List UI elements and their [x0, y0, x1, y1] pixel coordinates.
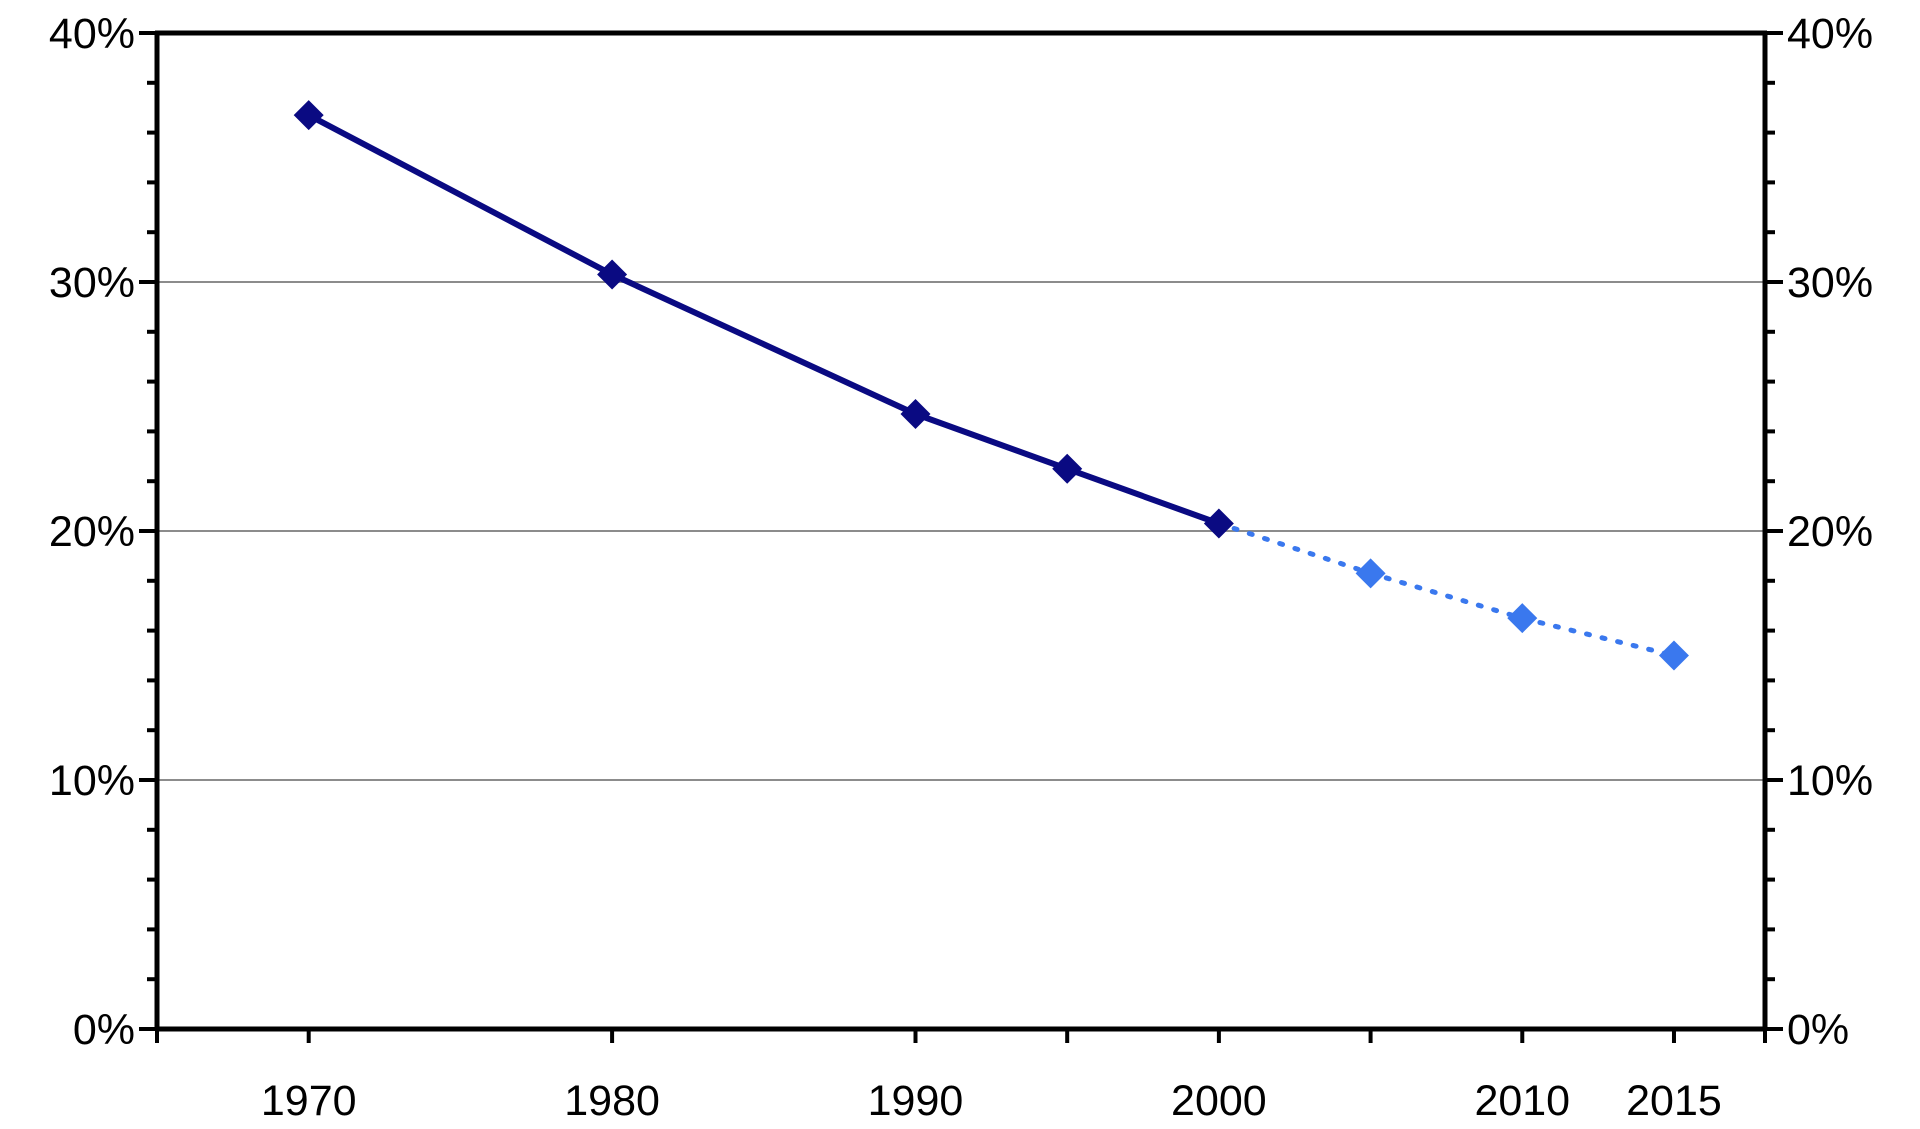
x-tick-label: 2010	[1474, 1077, 1570, 1125]
series-line-actual	[305, 112, 1222, 527]
x-tick-label: 2000	[1171, 1077, 1267, 1125]
x-tick-label: 1990	[868, 1077, 964, 1125]
gridlines	[157, 281, 1765, 781]
y-tick-label-right: 10%	[1787, 757, 1873, 805]
y-tick-label-right: 0%	[1787, 1006, 1849, 1054]
data-point-2010	[1507, 603, 1538, 634]
tick-labels: 0% 0% 10% 10% 20% 20% 30% 30% 40% 40% 1970 1980 1990…	[49, 10, 1873, 1125]
x-tick-label: 2015	[1626, 1077, 1722, 1125]
data-point-1990	[900, 398, 931, 429]
y-tick-label-right: 30%	[1787, 259, 1873, 307]
x-tick-label: 1970	[261, 1077, 357, 1125]
y-tick-label-left: 0%	[73, 1006, 135, 1054]
y-tick-label-left: 30%	[49, 259, 135, 307]
y-tick-label-left: 40%	[49, 10, 135, 58]
data-point-2015	[1658, 640, 1689, 671]
data-point-2000	[1203, 508, 1234, 539]
x-tick-label: 1980	[564, 1077, 660, 1125]
y-tick-label-left: 20%	[49, 508, 135, 556]
y-tick-label-right: 40%	[1787, 10, 1873, 58]
data-markers	[293, 100, 1689, 671]
data-point-1995	[1052, 453, 1083, 484]
data-point-1970	[293, 100, 324, 131]
series-line-projected	[1216, 521, 1677, 658]
y-tick-label-right: 20%	[1787, 508, 1873, 556]
y-tick-label-left: 10%	[49, 757, 135, 805]
series-lines	[305, 112, 1677, 658]
data-point-1980	[597, 259, 628, 290]
data-point-2005	[1355, 558, 1386, 589]
axes	[139, 30, 1783, 1043]
